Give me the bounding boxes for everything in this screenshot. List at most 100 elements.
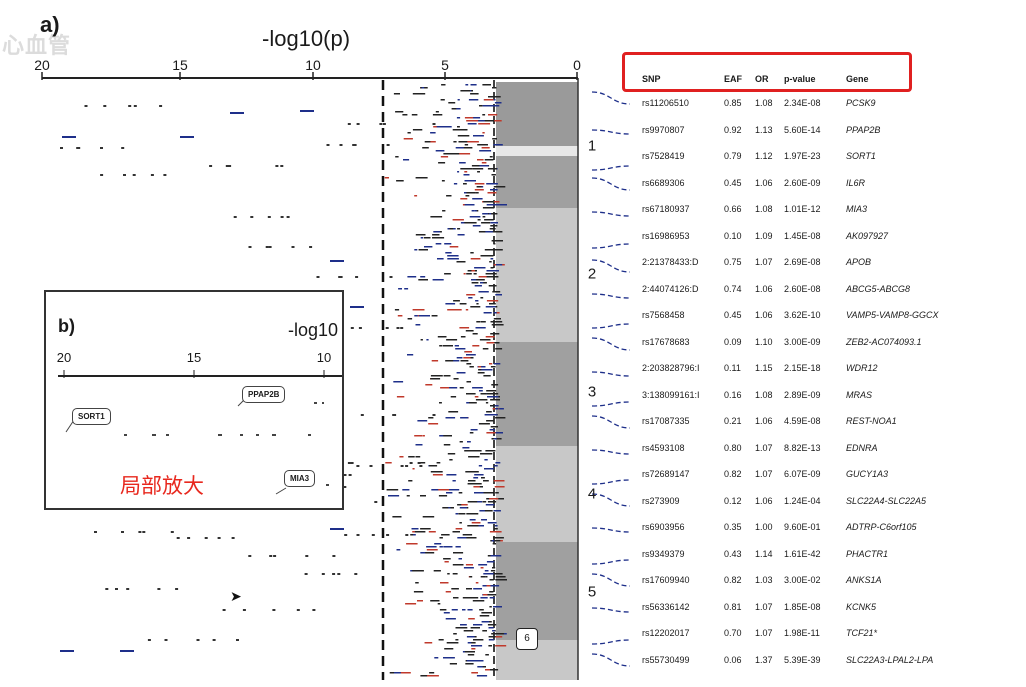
cell-snp: rs55730499 — [642, 655, 690, 665]
cell-or: 1.07 — [755, 443, 773, 453]
inset-axis-title: -log10 — [287, 320, 338, 340]
cell-or: 1.07 — [755, 257, 773, 267]
cell-snp: rs16986953 — [642, 231, 690, 241]
zoom-annotation: 局部放大 — [120, 475, 204, 498]
cell-pvalue: 1.97E-23 — [784, 151, 821, 161]
cell-gene: REST-NOA1 — [846, 416, 897, 426]
cell-snp: rs72689147 — [642, 469, 690, 479]
chromosome-bands — [496, 82, 578, 680]
cell-gene: ANKS1A — [846, 575, 882, 585]
cell-or: 1.00 — [755, 522, 773, 532]
cell-snp: 2:203828796:I — [642, 363, 700, 373]
cell-pvalue: 2.89E-09 — [784, 390, 821, 400]
cell-pvalue: 2.34E-08 — [784, 98, 821, 108]
axis-tick: 20 — [34, 57, 50, 73]
bubble-ppap2b: PPAP2B — [242, 386, 286, 403]
cell-snp: rs7528419 — [642, 151, 685, 161]
cell-or: 1.10 — [755, 337, 773, 347]
cell-eaf: 0.10 — [724, 231, 742, 241]
cell-or: 1.03 — [755, 575, 773, 585]
watermark-logo: 心血管 — [2, 33, 72, 58]
cell-or: 1.15 — [755, 363, 773, 373]
cell-eaf: 0.81 — [724, 602, 742, 612]
connector-lines — [591, 91, 631, 667]
cell-snp: 2:21378433:D — [642, 257, 699, 267]
region-label: 4 — [587, 485, 597, 503]
cell-eaf: 0.21 — [724, 416, 742, 426]
axis-tick: 10 — [305, 57, 321, 73]
cell-snp: rs56336142 — [642, 602, 690, 612]
cell-or: 1.37 — [755, 655, 773, 665]
cell-gene: APOB — [846, 257, 872, 267]
cell-gene: PHACTR1 — [846, 549, 889, 559]
cell-pvalue: 1.24E-04 — [784, 496, 821, 506]
region-label: 3 — [587, 383, 597, 401]
cell-gene: SORT1 — [846, 151, 876, 161]
cell-pvalue: 2.60E-08 — [784, 284, 821, 294]
cell-snp: rs273909 — [642, 496, 680, 506]
cell-gene: IL6R — [846, 178, 866, 188]
cell-pvalue: 1.98E-11 — [784, 628, 820, 638]
marker-6: 6 — [516, 628, 538, 650]
cell-pvalue: 5.60E-14 — [784, 125, 821, 135]
cell-pvalue: 1.01E-12 — [784, 204, 821, 214]
panel-a-label: a) — [40, 12, 60, 37]
cell-pvalue: 3.62E-10 — [784, 310, 821, 320]
header-snp: SNP — [642, 74, 661, 84]
cell-or: 1.06 — [755, 310, 773, 320]
cell-eaf: 0.82 — [724, 575, 742, 585]
cell-eaf: 0.43 — [724, 549, 742, 559]
cell-gene: VAMP5-VAMP8-GGCX — [846, 310, 939, 320]
cell-or: 1.06 — [755, 496, 773, 506]
inset-axis-tick: 20 — [56, 350, 72, 365]
region-label: 5 — [587, 583, 597, 601]
inset-plot — [58, 370, 342, 495]
cell-pvalue: 2.15E-18 — [784, 363, 821, 373]
cell-pvalue: 1.61E-42 — [784, 549, 821, 559]
axis-tick: 0 — [573, 57, 581, 73]
cell-snp: rs9349379 — [642, 549, 685, 559]
cell-gene: WDR12 — [846, 363, 878, 373]
cell-snp: rs67180937 — [642, 204, 690, 214]
cell-or: 1.07 — [755, 469, 773, 479]
cell-or: 1.06 — [755, 416, 773, 426]
bubble-mia3: MIA3 — [284, 470, 316, 487]
cell-eaf: 0.16 — [724, 390, 742, 400]
cell-or: 1.13 — [755, 125, 773, 135]
cell-pvalue: 4.59E-08 — [784, 416, 821, 426]
cell-eaf: 0.11 — [724, 363, 741, 373]
cell-gene: ADTRP-C6orf105 — [846, 522, 917, 532]
cell-gene: EDNRA — [846, 443, 878, 453]
cell-snp: rs17609940 — [642, 575, 690, 585]
cell-snp: rs6903956 — [642, 522, 685, 532]
bubble-sort1: SORT1 — [72, 408, 111, 425]
cell-pvalue: 6.07E-09 — [784, 469, 821, 479]
cell-eaf: 0.12 — [724, 496, 742, 506]
cell-gene: AK097927 — [846, 231, 889, 241]
cell-pvalue: 9.60E-01 — [784, 522, 821, 532]
cell-pvalue: 5.39E-39 — [784, 655, 821, 665]
cell-eaf: 0.70 — [724, 628, 742, 638]
cell-eaf: 0.66 — [724, 204, 742, 214]
cell-gene: TCF21* — [846, 628, 878, 638]
cell-eaf: 0.09 — [724, 337, 742, 347]
cell-pvalue: 1.85E-08 — [784, 602, 821, 612]
cell-gene: SLC22A3-LPAL2-LPA — [846, 655, 934, 665]
axis-tick: 15 — [172, 57, 188, 73]
cell-pvalue: 2.69E-08 — [784, 257, 821, 267]
cell-pvalue: 8.82E-13 — [784, 443, 821, 453]
panel-b-label: b) — [58, 316, 75, 336]
cell-eaf: 0.82 — [724, 469, 742, 479]
cell-gene: ABCG5-ABCG8 — [846, 284, 911, 294]
cell-eaf: 0.45 — [724, 310, 742, 320]
cell-gene: SLC22A4-SLC22A5 — [846, 496, 927, 506]
cell-pvalue: 3.00E-09 — [784, 337, 821, 347]
cell-pvalue: 2.60E-09 — [784, 178, 821, 188]
header-gene: Gene — [846, 74, 869, 84]
cell-or: 1.08 — [755, 98, 773, 108]
cell-eaf: 0.85 — [724, 98, 742, 108]
cell-pvalue: 1.45E-08 — [784, 231, 821, 241]
inset-axis-tick: 15 — [186, 350, 202, 365]
cell-eaf: 0.80 — [724, 443, 742, 453]
